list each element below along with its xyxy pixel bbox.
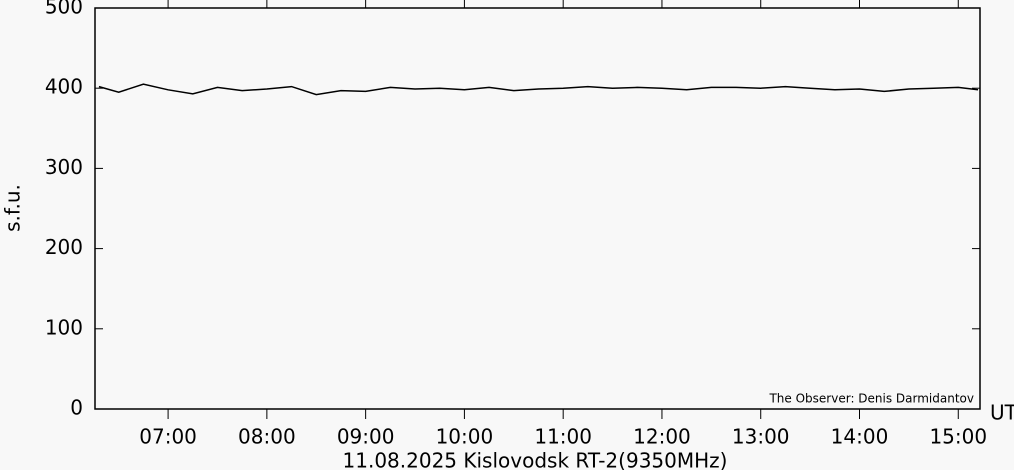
y-tick-label: 300 bbox=[45, 155, 83, 179]
x-tick-label: 09:00 bbox=[337, 425, 395, 449]
x-tick-label: 13:00 bbox=[732, 425, 790, 449]
y-tick-label: 200 bbox=[45, 235, 83, 259]
x-tick-label: 08:00 bbox=[238, 425, 296, 449]
x-tick-label: 14:00 bbox=[831, 425, 889, 449]
x-tick-label: 07:00 bbox=[139, 425, 197, 449]
y-tick-label: 500 bbox=[45, 0, 83, 19]
plot-frame bbox=[94, 7, 981, 410]
y-axis-label: s.f.u. bbox=[1, 184, 25, 232]
x-tick-label: 15:00 bbox=[929, 425, 987, 449]
annotation: The Observer: Denis Darmidantov bbox=[768, 392, 974, 406]
y-tick-label: 100 bbox=[45, 315, 83, 339]
x-axis-unit: UT bbox=[990, 401, 1014, 425]
y-tick-label: 0 bbox=[70, 396, 83, 420]
y-tick-label: 400 bbox=[45, 75, 83, 99]
x-tick-label: 11:00 bbox=[534, 425, 592, 449]
data-line bbox=[98, 83, 979, 96]
x-tick-label: 10:00 bbox=[436, 425, 494, 449]
chart-title: 11.08.2025 Kislovodsk RT-2(9350MHz) bbox=[343, 449, 728, 470]
x-tick-label: 12:00 bbox=[633, 425, 691, 449]
